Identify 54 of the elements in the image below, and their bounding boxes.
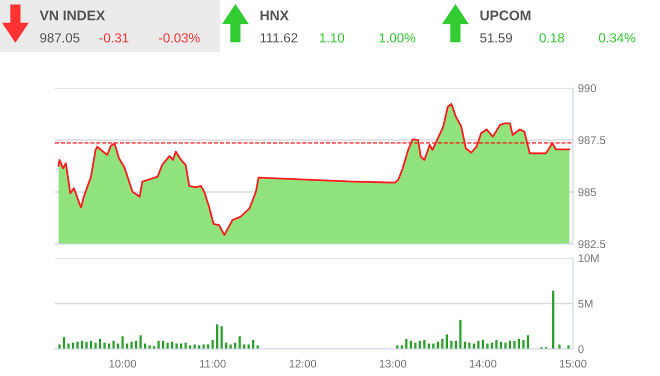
text: 111.62 [260, 33, 298, 43]
bar [405, 338, 408, 349]
bar [225, 342, 228, 349]
bar [184, 342, 187, 349]
x-tick-label: 10:00 [110, 360, 136, 368]
bar [189, 345, 192, 349]
bar [423, 340, 426, 349]
y-tick-label: 982.5 [578, 240, 606, 248]
bar [230, 344, 232, 349]
bar [400, 345, 403, 349]
y-tick-label: 10M [578, 254, 599, 262]
x-tick-label: 15:00 [560, 360, 586, 368]
text: VN INDEX [40, 10, 106, 20]
bar [410, 340, 412, 349]
bar [216, 324, 218, 349]
bar [212, 340, 214, 349]
bar [252, 340, 254, 349]
y-tick-label: 5M [578, 300, 592, 308]
text: HNX [260, 10, 289, 20]
bar [202, 344, 205, 349]
bar [441, 338, 444, 349]
bar [234, 342, 236, 349]
bar [436, 342, 439, 349]
y-tick-label: 990 [578, 84, 596, 92]
bar [418, 340, 421, 349]
bar [198, 345, 200, 349]
bar [248, 344, 250, 349]
y-tick-label: 985 [578, 188, 596, 196]
x-tick-label: 13:00 [380, 360, 406, 368]
text: 987.05 [40, 33, 80, 43]
y-tick-label: 0 [578, 345, 584, 354]
text: 51.59 [480, 33, 512, 43]
bar [552, 290, 554, 349]
x-tick-label: 14:00 [470, 360, 496, 368]
bar [414, 342, 416, 349]
bar [256, 345, 259, 349]
bar [220, 326, 223, 349]
bar [194, 344, 196, 349]
y-tick-label: 987.5 [578, 136, 606, 144]
bar [243, 344, 246, 349]
text: 0.18 [540, 33, 564, 43]
bar [396, 345, 398, 349]
text: -0.31 [100, 33, 128, 43]
text: 1.10 [320, 33, 344, 43]
bar [207, 344, 210, 349]
x-tick-label: 11:00 [200, 360, 226, 368]
bar [432, 344, 434, 349]
text: 1.00% [379, 33, 416, 43]
text: -0.03% [158, 33, 200, 43]
bar [428, 344, 430, 349]
bar [238, 336, 241, 349]
x-tick-label: 12:00 [290, 360, 316, 368]
text: 0.34% [598, 33, 636, 43]
text: UPCOM [480, 10, 530, 20]
